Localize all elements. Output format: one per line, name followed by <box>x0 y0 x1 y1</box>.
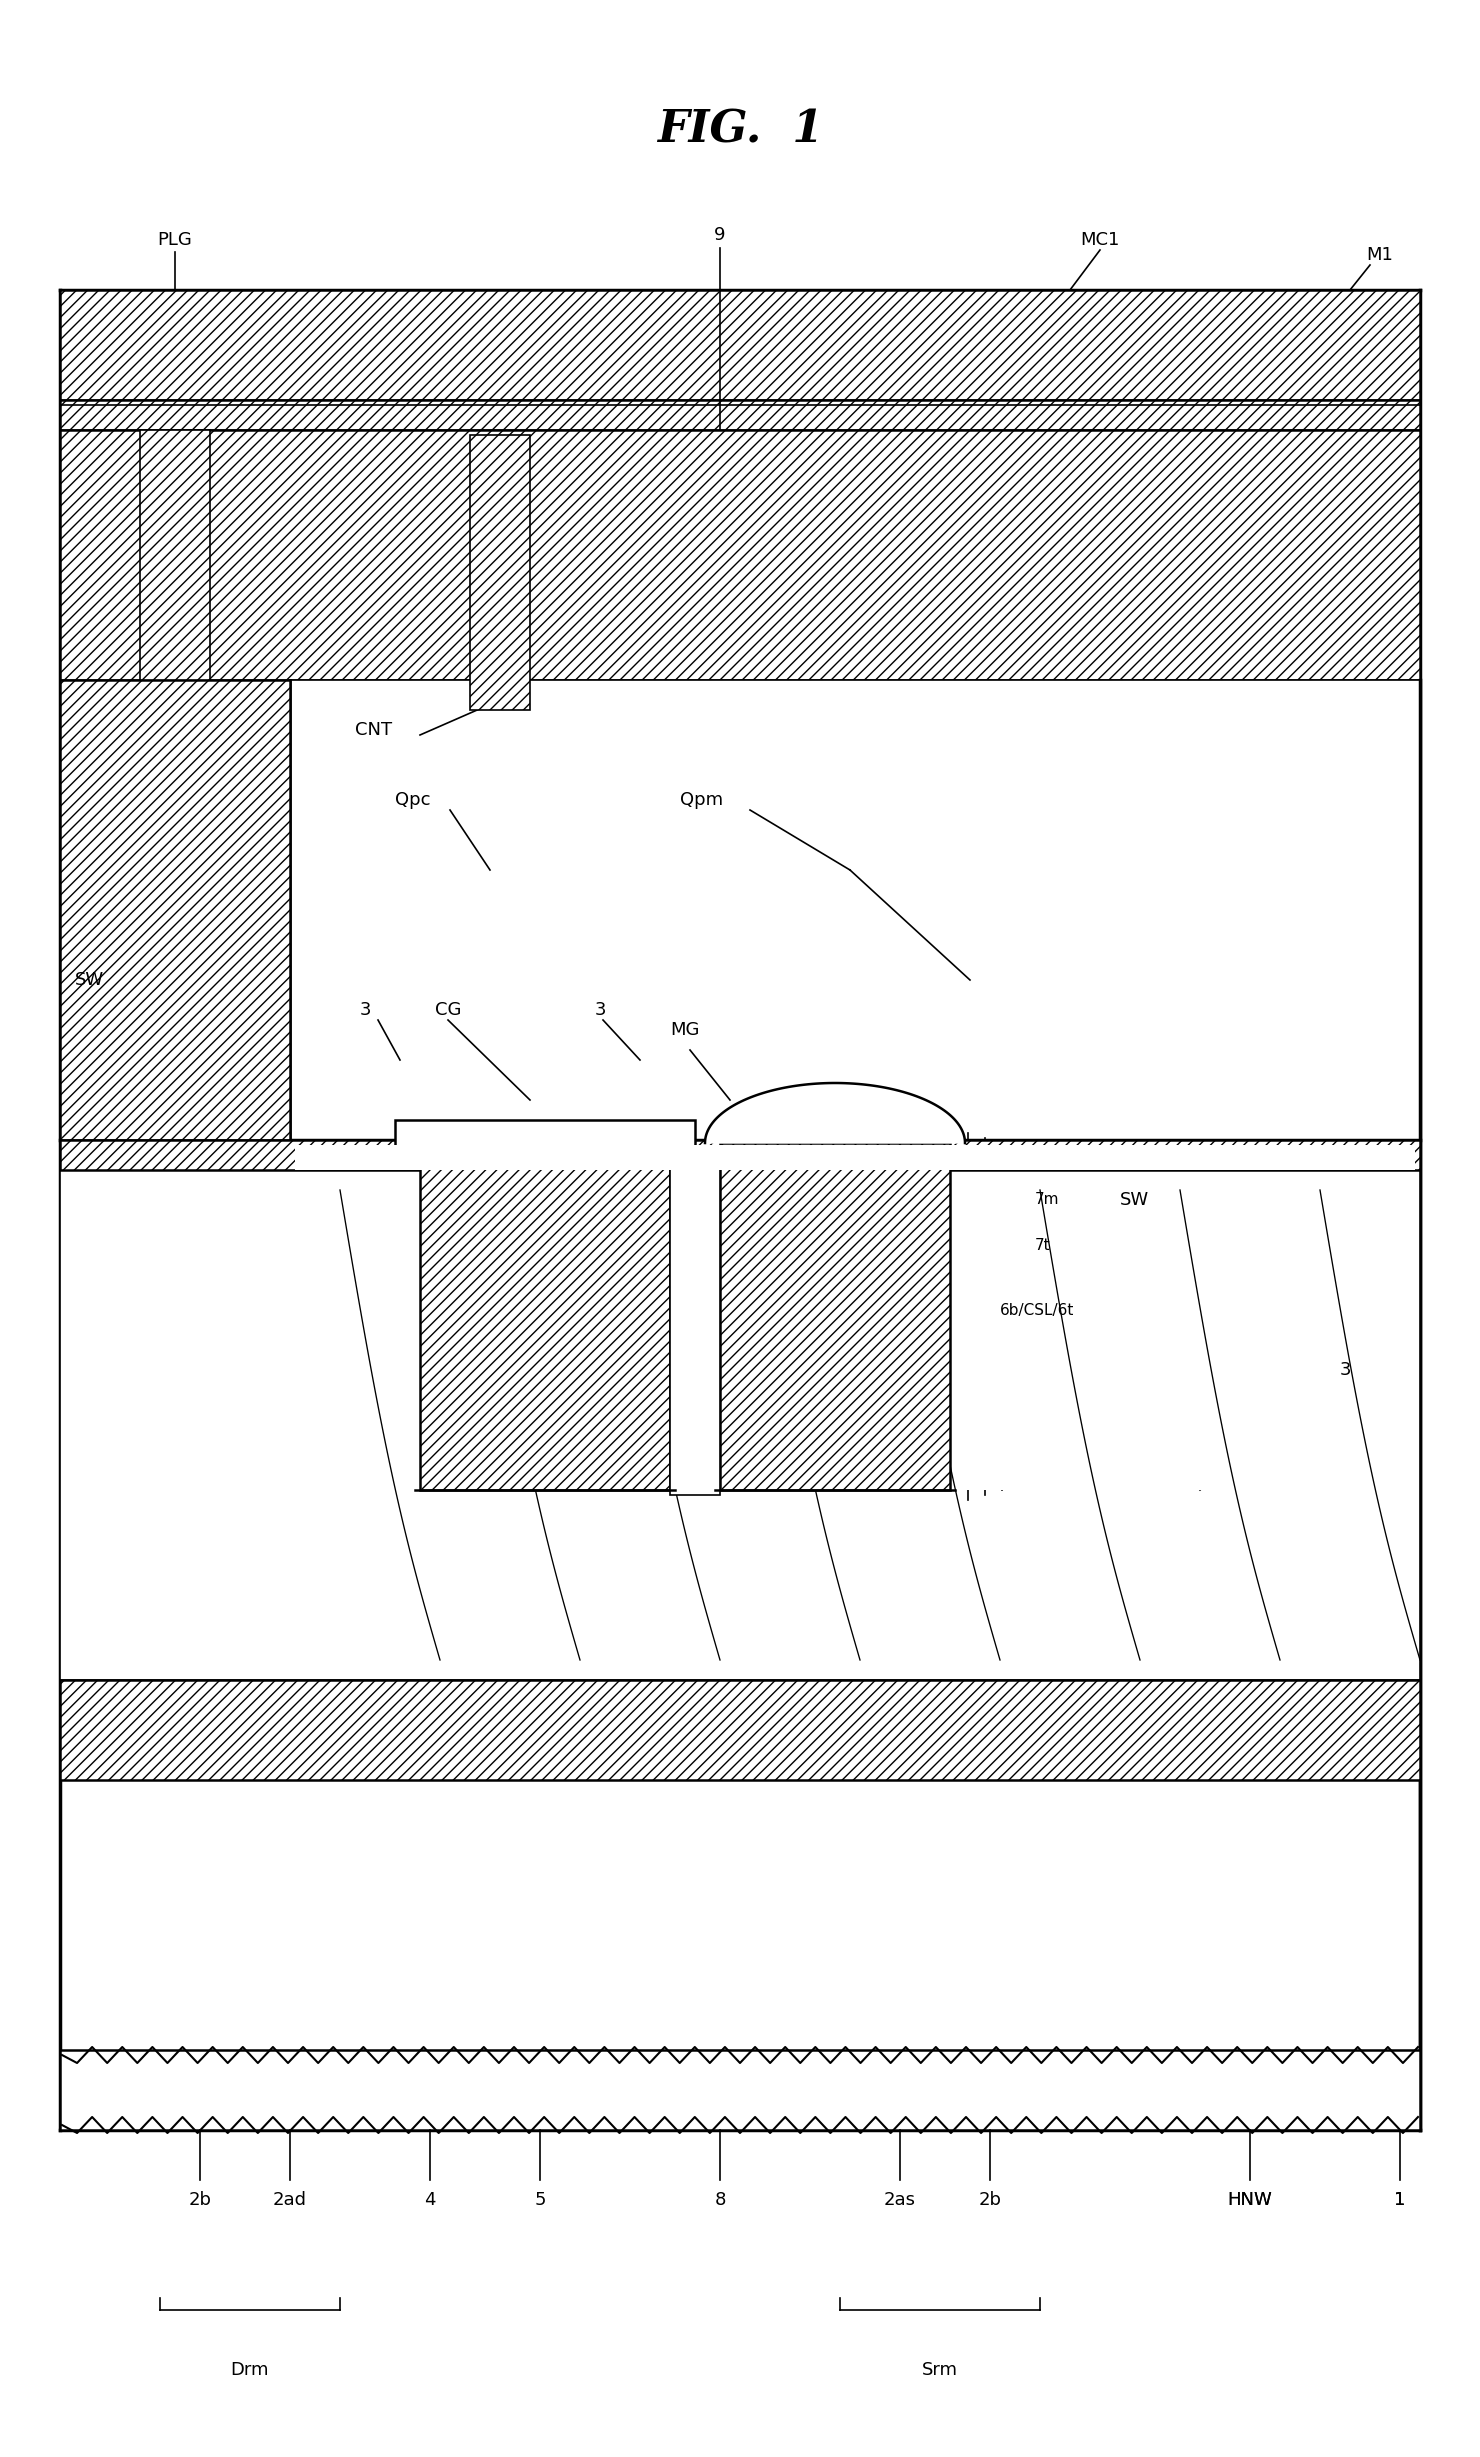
Bar <box>61 400 1419 430</box>
Bar <box>290 681 1419 1140</box>
Bar <box>141 430 210 681</box>
Text: Drm: Drm <box>231 2361 269 2378</box>
Text: 3: 3 <box>595 1000 605 1020</box>
Text: PLG: PLG <box>158 231 192 248</box>
Bar <box>61 681 290 1140</box>
Bar <box>420 1155 670 1489</box>
Text: 6b/CSL/6t: 6b/CSL/6t <box>1000 1302 1074 1317</box>
Text: 9: 9 <box>715 226 725 243</box>
Text: Qpm: Qpm <box>679 791 724 808</box>
Bar <box>61 430 1419 681</box>
Text: HNW: HNW <box>1227 2192 1273 2209</box>
Text: 5: 5 <box>534 2192 546 2209</box>
Bar <box>719 1143 950 1489</box>
Bar <box>61 1681 1419 1779</box>
Bar <box>61 290 1419 400</box>
Text: 3: 3 <box>360 1000 371 1020</box>
Bar <box>295 1145 1415 1489</box>
Text: CG: CG <box>435 1000 462 1020</box>
Bar <box>61 1170 1419 1681</box>
Polygon shape <box>704 1084 965 1143</box>
Bar <box>61 1140 1419 1489</box>
Text: 4: 4 <box>425 2192 435 2209</box>
Bar <box>295 1145 1415 1170</box>
Text: 7m: 7m <box>1035 1192 1060 1206</box>
Bar <box>395 1120 696 1155</box>
Text: Qpc: Qpc <box>395 791 431 808</box>
Text: 2ad: 2ad <box>272 2192 306 2209</box>
Text: 2as: 2as <box>884 2192 916 2209</box>
Text: SW: SW <box>75 971 104 990</box>
Text: 1: 1 <box>1394 2192 1406 2209</box>
Text: HNW: HNW <box>1227 2192 1273 2209</box>
Text: 7t: 7t <box>1035 1238 1051 1253</box>
Text: M1: M1 <box>1366 246 1394 263</box>
Bar <box>61 1140 1419 1170</box>
Text: 1: 1 <box>1394 2192 1406 2209</box>
Text: SW: SW <box>1120 1192 1148 1209</box>
Text: MC1: MC1 <box>1080 231 1120 248</box>
Text: 8: 8 <box>715 2192 725 2209</box>
Text: Srm: Srm <box>922 2361 958 2378</box>
Text: FIG.  1: FIG. 1 <box>657 108 823 152</box>
Text: 2b: 2b <box>188 2192 212 2209</box>
Bar <box>61 2049 1419 2130</box>
Text: CNT: CNT <box>355 720 392 740</box>
Text: 7b: 7b <box>1035 1147 1054 1162</box>
Text: MG: MG <box>670 1022 700 1039</box>
Text: 3: 3 <box>1339 1361 1351 1378</box>
Bar <box>670 1150 719 1494</box>
Bar <box>471 435 530 710</box>
Text: 2b: 2b <box>978 2192 1002 2209</box>
